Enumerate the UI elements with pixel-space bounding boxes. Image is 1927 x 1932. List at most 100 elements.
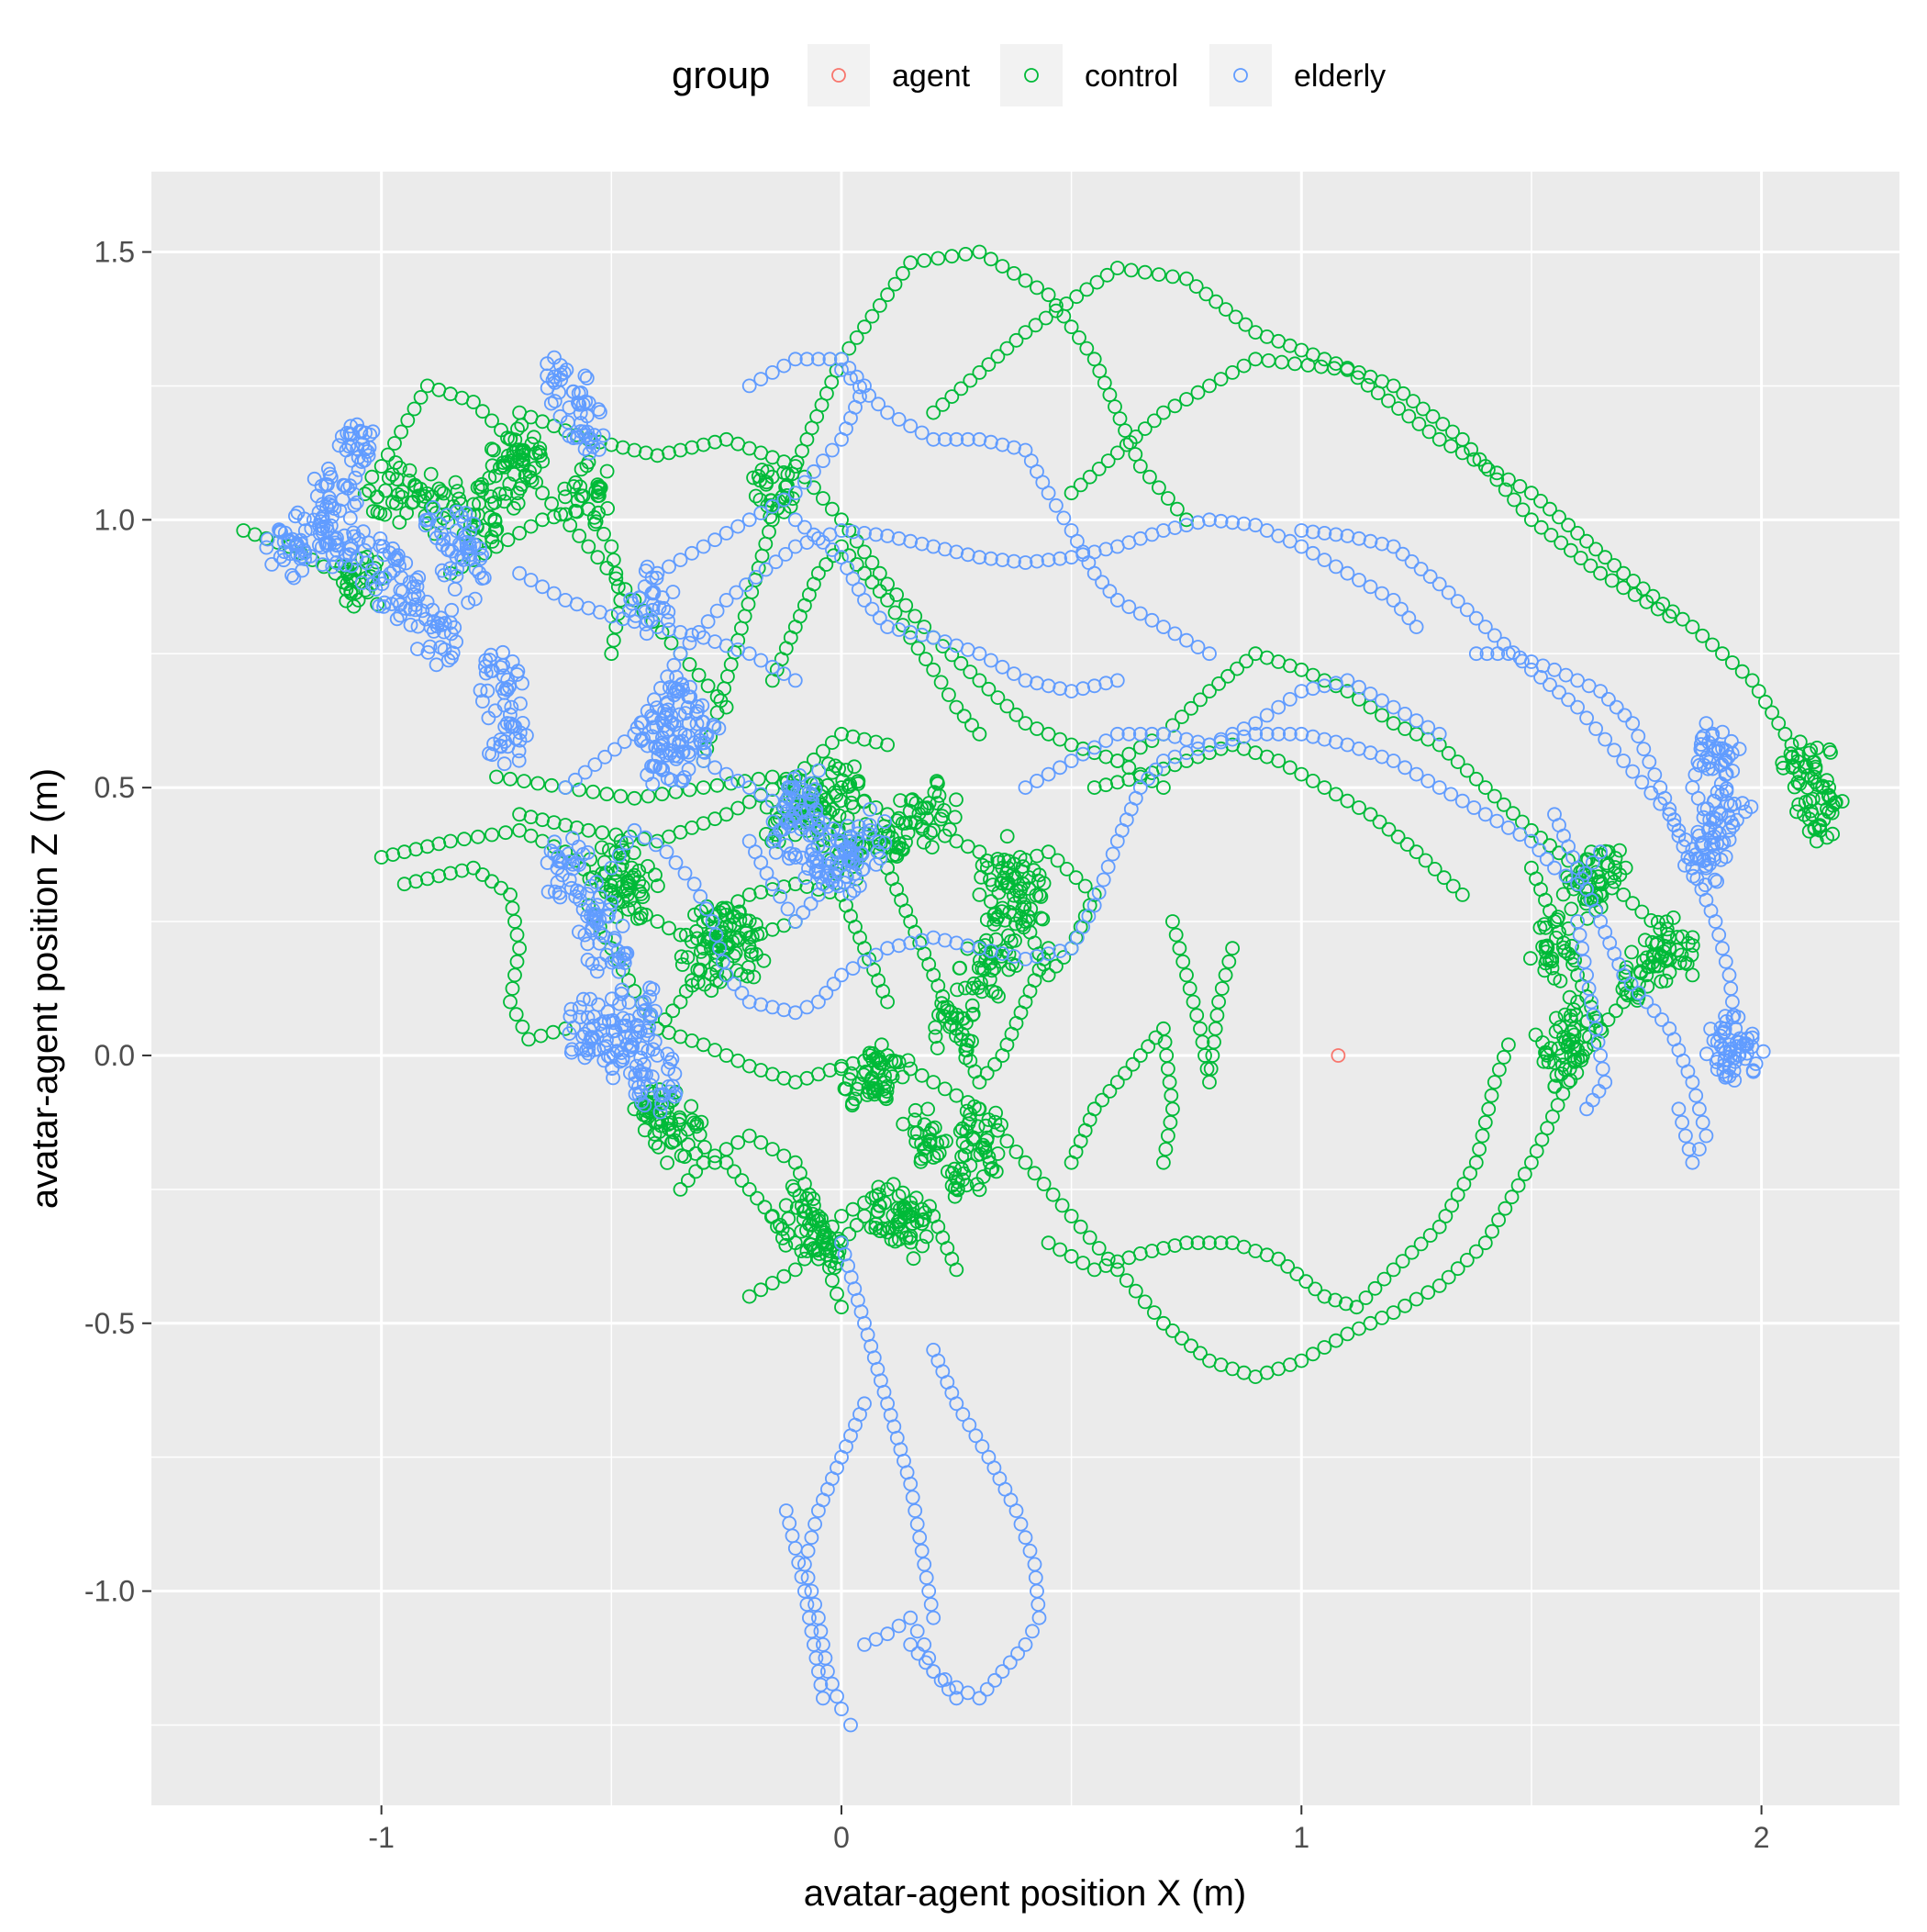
elderly-point bbox=[1487, 628, 1502, 643]
control-point bbox=[1219, 302, 1233, 318]
control-point bbox=[1792, 765, 1808, 781]
control-point bbox=[1156, 780, 1171, 795]
control-point bbox=[1033, 889, 1049, 904]
elderly-point bbox=[1579, 1101, 1594, 1117]
elderly-point bbox=[1340, 673, 1355, 688]
control-point bbox=[1352, 800, 1366, 815]
elderly-point bbox=[797, 475, 812, 490]
elderly-point bbox=[1558, 868, 1574, 884]
control-point bbox=[380, 447, 395, 463]
control-point bbox=[1492, 1062, 1507, 1078]
elderly-point bbox=[637, 994, 652, 1010]
elderly-point bbox=[423, 620, 439, 635]
elderly-point bbox=[663, 715, 678, 730]
elderly-point bbox=[808, 865, 824, 880]
control-point bbox=[1445, 878, 1461, 894]
control-point bbox=[1137, 1294, 1153, 1310]
control-point bbox=[1435, 417, 1451, 432]
control-point bbox=[655, 1095, 671, 1111]
elderly-point bbox=[303, 549, 318, 564]
elderly-point bbox=[1477, 807, 1493, 822]
elderly-point bbox=[1271, 699, 1287, 715]
legend-marker-elderly bbox=[1233, 68, 1248, 83]
control-point bbox=[1175, 709, 1189, 724]
control-point bbox=[574, 488, 589, 503]
elderly-point bbox=[1561, 692, 1576, 708]
elderly-point bbox=[741, 512, 757, 528]
elderly-point bbox=[1013, 1516, 1029, 1532]
legend-title: group bbox=[672, 53, 770, 96]
control-point bbox=[1600, 1012, 1616, 1027]
elderly-point bbox=[614, 986, 629, 1001]
control-point bbox=[826, 548, 841, 564]
control-point bbox=[834, 1300, 849, 1315]
control-point bbox=[511, 442, 527, 458]
control-point bbox=[1202, 378, 1217, 394]
control-point bbox=[865, 1046, 880, 1061]
elderly-point bbox=[678, 706, 693, 720]
elderly-point bbox=[1681, 1142, 1697, 1156]
control-point bbox=[730, 1053, 746, 1068]
elderly-point bbox=[1109, 673, 1125, 688]
elderly-point bbox=[812, 854, 828, 870]
control-point bbox=[1529, 1144, 1544, 1159]
elderly-point bbox=[664, 1052, 680, 1067]
elderly-point bbox=[1022, 1543, 1038, 1558]
control-point bbox=[1132, 459, 1148, 474]
elderly-point bbox=[563, 880, 579, 896]
control-point bbox=[819, 557, 834, 572]
elderly-point bbox=[1727, 1050, 1743, 1066]
control-point bbox=[1363, 807, 1378, 822]
control-point bbox=[1170, 501, 1185, 517]
control-point bbox=[1593, 565, 1608, 581]
control-point bbox=[909, 1214, 925, 1229]
control-point bbox=[1616, 580, 1632, 596]
control-point bbox=[857, 319, 872, 335]
control-point bbox=[972, 1075, 987, 1089]
elderly-point bbox=[1409, 766, 1424, 782]
elderly-point bbox=[941, 1681, 956, 1697]
legend-key-elderly bbox=[1209, 44, 1272, 106]
elderly-point bbox=[668, 855, 684, 870]
elderly-point bbox=[559, 363, 574, 377]
control-point bbox=[994, 904, 1009, 919]
control-point bbox=[527, 430, 541, 445]
control-point bbox=[944, 647, 960, 663]
elderly-point bbox=[861, 826, 876, 842]
control-point bbox=[1427, 862, 1442, 877]
y-tick-label: 0.0 bbox=[95, 1039, 135, 1072]
elderly-point bbox=[1441, 585, 1456, 600]
elderly-point bbox=[653, 760, 668, 775]
elderly-point bbox=[1259, 726, 1275, 742]
elderly-point bbox=[548, 884, 563, 899]
elderly-point bbox=[1395, 546, 1410, 562]
elderly-point bbox=[1305, 545, 1320, 561]
elderly-point bbox=[1708, 741, 1723, 756]
control-point bbox=[880, 287, 895, 303]
elderly-point bbox=[649, 570, 664, 586]
control-point bbox=[904, 793, 919, 809]
elderly-point bbox=[1593, 684, 1608, 698]
control-point bbox=[864, 1190, 880, 1206]
elderly-point bbox=[800, 1570, 816, 1585]
elderly-point bbox=[1547, 662, 1562, 677]
control-point bbox=[1561, 518, 1576, 533]
control-point bbox=[498, 486, 514, 501]
control-point bbox=[1765, 705, 1779, 720]
elderly-point bbox=[1710, 874, 1724, 889]
control-point bbox=[882, 1221, 897, 1235]
control-point bbox=[764, 1142, 780, 1156]
control-point bbox=[874, 1037, 889, 1053]
control-point bbox=[1544, 960, 1560, 976]
elderly-point bbox=[512, 732, 528, 748]
control-point bbox=[1591, 875, 1606, 890]
elderly-point bbox=[794, 802, 809, 818]
control-point bbox=[1409, 1291, 1424, 1307]
elderly-point bbox=[614, 1045, 629, 1060]
elderly-point bbox=[1701, 851, 1717, 866]
elderly-point bbox=[753, 787, 769, 802]
control-point bbox=[484, 530, 499, 545]
elderly-point bbox=[1699, 1128, 1714, 1144]
elderly-point bbox=[493, 738, 508, 754]
control-point bbox=[1444, 1198, 1459, 1213]
